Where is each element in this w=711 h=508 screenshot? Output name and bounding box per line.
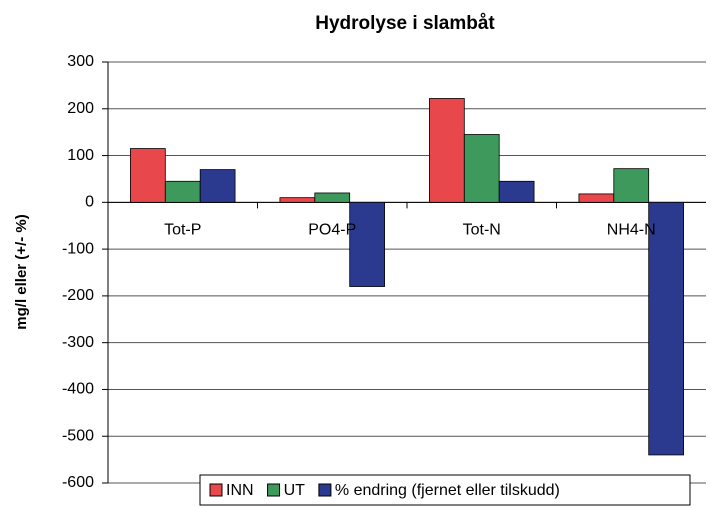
bar bbox=[279, 197, 316, 203]
legend-label: % endring (fjernet eller tilskudd) bbox=[335, 482, 560, 499]
bar bbox=[349, 201, 385, 287]
y-tick-label: -100 bbox=[62, 240, 94, 257]
x-tick-label: Tot-P bbox=[164, 222, 201, 239]
y-tick-label: -500 bbox=[62, 427, 94, 444]
y-tick-label: -600 bbox=[62, 474, 94, 491]
bar bbox=[429, 98, 465, 203]
x-tick-label: Tot-N bbox=[463, 222, 501, 239]
bar bbox=[613, 168, 650, 203]
y-tick-label: 300 bbox=[67, 53, 94, 70]
legend-swatch bbox=[209, 483, 223, 497]
bar bbox=[498, 180, 535, 203]
y-tick-label: 0 bbox=[85, 194, 94, 211]
bar bbox=[130, 148, 166, 203]
bar bbox=[463, 134, 500, 203]
y-tick-label: -400 bbox=[62, 381, 94, 398]
chart-title: Hydrolyse i slambåt bbox=[315, 13, 495, 34]
bar bbox=[648, 201, 684, 456]
bar bbox=[578, 193, 615, 203]
legend-label: INN bbox=[226, 482, 254, 499]
x-tick-label: PO4-P bbox=[308, 222, 356, 239]
bar bbox=[199, 169, 236, 203]
legend-swatch bbox=[318, 483, 332, 497]
x-tick-label: NH4-N bbox=[607, 222, 656, 239]
y-tick-label: 100 bbox=[67, 147, 94, 164]
legend-label: UT bbox=[284, 482, 306, 499]
bar bbox=[164, 180, 201, 203]
bar bbox=[314, 192, 351, 203]
legend-box bbox=[199, 474, 691, 506]
y-tick-label: -300 bbox=[62, 334, 94, 351]
y-axis-label: mg/l eller (+/- %) bbox=[13, 214, 30, 329]
legend-swatch bbox=[267, 483, 281, 497]
y-tick-label: 200 bbox=[67, 100, 94, 117]
y-tick-label: -200 bbox=[62, 287, 94, 304]
